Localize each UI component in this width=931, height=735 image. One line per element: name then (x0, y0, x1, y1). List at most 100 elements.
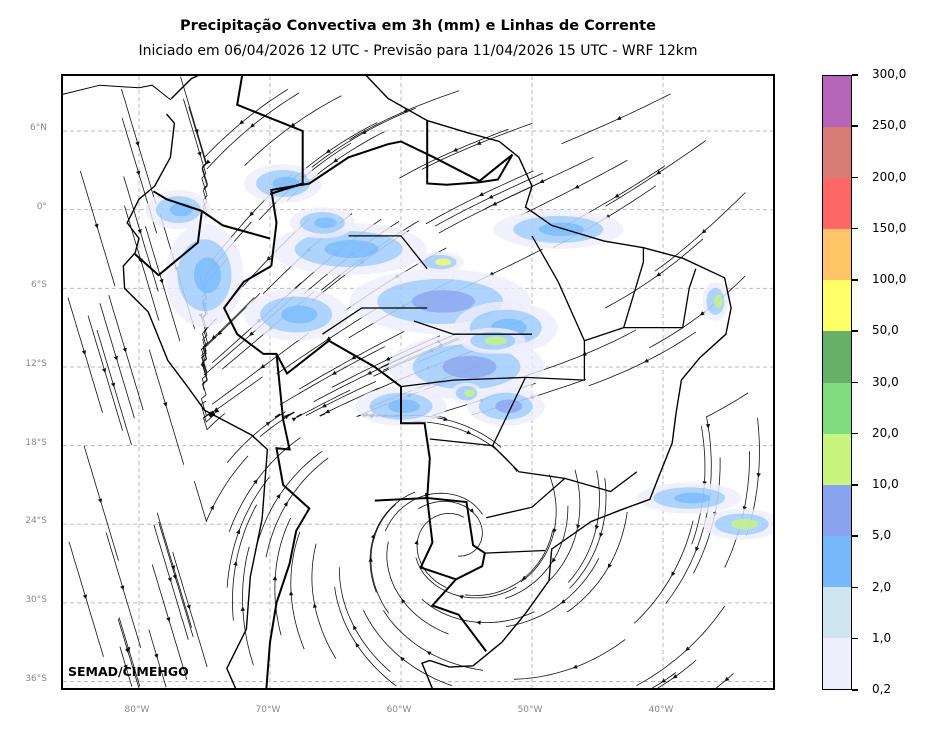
streamline (311, 107, 416, 168)
streamline-arrow (476, 620, 481, 625)
colorbar-tick (852, 381, 858, 383)
streamline (226, 476, 270, 588)
streamline (706, 392, 749, 489)
precipitation-areas (145, 163, 773, 540)
colorbar-label: 5,0 (872, 528, 892, 543)
colorbar-label: 10,0 (872, 477, 899, 491)
streamline-arrow (695, 546, 700, 552)
streamline-arrow (194, 129, 199, 135)
streamline-arrow (478, 192, 484, 196)
lat-tick-label: 30°S (25, 594, 47, 605)
streamline-arrow (163, 402, 168, 408)
streamline-arrow (469, 508, 474, 514)
streamline (148, 629, 167, 688)
colorbar-label: 30,0 (872, 374, 899, 389)
streamline-arrow (82, 594, 88, 600)
streamline-arrow (288, 590, 294, 596)
west-coastline (122, 113, 269, 688)
streamline-arrow (401, 598, 406, 604)
streamline-arrow (94, 223, 99, 229)
streamline (108, 294, 144, 411)
state-border (584, 247, 645, 342)
streamline (279, 346, 385, 406)
colorbar-tick (852, 227, 858, 230)
streamline-arrow (400, 656, 405, 662)
state-border (491, 377, 638, 493)
streamline-arrow (331, 370, 337, 375)
streamline-arrow (385, 356, 391, 361)
streamline (156, 512, 192, 628)
precip-area (388, 399, 420, 414)
streamline-arrow (572, 664, 578, 669)
lon-tick-label: 80°W (124, 705, 150, 715)
colorbar-segment (823, 433, 851, 485)
streamline-arrow (466, 430, 472, 435)
streamline (67, 297, 103, 413)
streamline (369, 491, 416, 593)
colorbar-tick (852, 586, 858, 588)
colorbar-segment (823, 535, 851, 587)
streamline-arrow (154, 653, 159, 659)
streamline (425, 170, 534, 225)
streamline-arrow (239, 119, 245, 125)
streamline-arrow (236, 529, 241, 535)
border-line (270, 140, 514, 267)
streamline-arrow (614, 193, 620, 198)
border-line (201, 210, 271, 240)
streamline (525, 329, 637, 377)
streamline (319, 387, 380, 417)
streamline-arrow (476, 140, 482, 145)
streamline-arrow (284, 415, 290, 420)
precip-area (731, 518, 759, 530)
streamline-arrow (355, 642, 360, 648)
streamline-arrow (233, 560, 238, 566)
streamline (201, 88, 289, 168)
country-borders (134, 76, 697, 688)
streamline (657, 659, 697, 688)
streamline (99, 303, 135, 419)
streamline-arrow (159, 278, 164, 284)
streamline (311, 543, 337, 659)
colorbar (822, 75, 852, 690)
colorbar-segment (823, 382, 851, 434)
precip-area (484, 336, 507, 346)
streamline-arrow (266, 256, 272, 261)
precip-area (713, 294, 723, 309)
streamline-arrow (110, 382, 116, 388)
streamline-arrow (137, 229, 142, 234)
colorbar-label: 20,0 (872, 425, 899, 440)
lat-tick-label: 24°S (25, 516, 47, 527)
precip-area (324, 240, 379, 259)
border-line (374, 496, 457, 581)
streamline (588, 331, 696, 387)
streamline (276, 308, 378, 375)
streamline (121, 88, 157, 205)
streamline (118, 617, 141, 687)
streamline (505, 557, 600, 627)
streamline (203, 376, 263, 431)
precip-area (538, 222, 584, 237)
streamline-arrow (656, 272, 662, 277)
streamline-arrow (552, 528, 557, 534)
streamline (349, 90, 460, 141)
colorbar-label: 100,0 (872, 272, 907, 286)
colorbar-tick (852, 432, 858, 435)
state-border (400, 235, 586, 388)
streamline-arrow (367, 370, 373, 375)
streamline-arrow (672, 674, 678, 679)
border-line (222, 265, 487, 653)
streamline-arrow (361, 129, 367, 135)
east-coastline (171, 76, 732, 688)
streamline-arrow (458, 594, 464, 600)
streamline (569, 478, 607, 589)
streamline (68, 541, 104, 657)
streamline-arrow (701, 228, 707, 234)
streamline-arrow (594, 525, 600, 530)
streamline (305, 381, 377, 416)
streamline (148, 349, 185, 465)
streamline (605, 140, 707, 207)
precip-area (435, 258, 452, 266)
streamline-arrow (136, 170, 141, 176)
streamline (80, 170, 116, 287)
precip-area (411, 290, 475, 313)
